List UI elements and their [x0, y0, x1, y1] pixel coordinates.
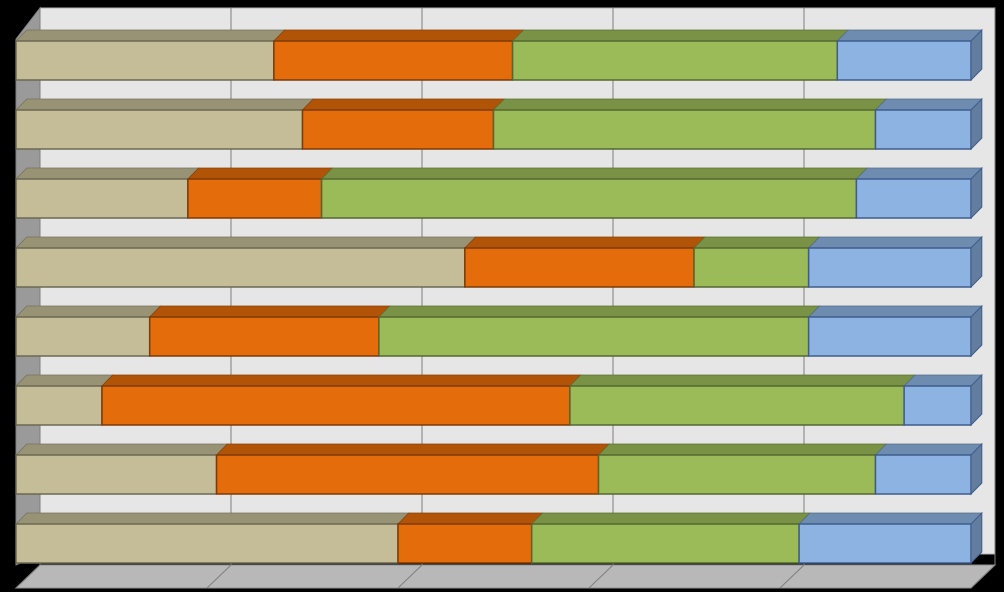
bar-top-face [15, 29, 286, 42]
bar-end-face [970, 28, 983, 82]
bar-segment [511, 40, 839, 81]
bar-segment [597, 454, 877, 495]
floor-gridline [206, 564, 232, 589]
bar-top-face [530, 512, 811, 525]
bar-segment [187, 178, 323, 219]
floor-gridline [15, 564, 41, 589]
bar-top-face [463, 236, 706, 249]
bar-top-face [15, 443, 229, 456]
bar-top-face [148, 305, 391, 318]
bar-top-face [15, 167, 200, 180]
bar-top-face [855, 167, 983, 180]
bar-top-face [215, 443, 611, 456]
floor-gridline [588, 564, 614, 589]
bar-segment [215, 454, 600, 495]
bar-top-face [100, 374, 582, 387]
bar-segment [15, 454, 218, 495]
bar-top-face [597, 443, 888, 456]
bar-top-face [492, 98, 888, 111]
bar-top-face [15, 305, 162, 318]
bar-end-face [970, 235, 983, 289]
bar-segment [903, 385, 972, 426]
bar-top-face [798, 512, 983, 525]
bar-segment [101, 385, 571, 426]
bar-top-face [15, 98, 315, 111]
bar-segment [836, 40, 972, 81]
bar-end-face [970, 442, 983, 496]
floor-gridline [779, 564, 805, 589]
bar-top-face [320, 167, 869, 180]
bar-segment [15, 385, 103, 426]
bar-segment [148, 316, 380, 357]
floor [14, 564, 997, 589]
bar-segment [798, 523, 972, 564]
bar-top-face [15, 236, 477, 249]
bar-top-face [874, 443, 983, 456]
bar-end-face [970, 304, 983, 358]
bar-segment [378, 316, 810, 357]
bar-top-face [807, 305, 983, 318]
bar-segment [874, 109, 972, 150]
bar-end-face [970, 511, 983, 565]
bar-top-face [568, 374, 916, 387]
bar-segment [15, 109, 304, 150]
bar-segment [15, 40, 275, 81]
bar-segment [569, 385, 905, 426]
bar-top-face [874, 98, 983, 111]
bar-end-face [970, 97, 983, 151]
bar-top-face [836, 29, 983, 42]
bar-segment [15, 523, 399, 564]
bar-top-face [903, 374, 983, 387]
bar-top-face [15, 374, 114, 387]
bar-segment [464, 247, 695, 288]
bar-segment [492, 109, 877, 150]
bar-segment [807, 316, 972, 357]
bar-end-face [970, 373, 983, 427]
bar-segment [273, 40, 514, 81]
bar-end-face [970, 166, 983, 220]
floor-gridline [970, 564, 996, 589]
bar-top-face [511, 29, 850, 42]
bar-segment [530, 523, 800, 564]
bar-segment [855, 178, 972, 219]
floor-gridline [397, 564, 423, 589]
bar-segment [320, 178, 858, 219]
bar-segment [15, 178, 189, 219]
bar-top-face [15, 512, 410, 525]
bar-top-face [693, 236, 821, 249]
bar-top-face [301, 98, 506, 111]
bar-top-face [377, 305, 821, 318]
bar-segment [15, 316, 151, 357]
bar-top-face [397, 512, 544, 525]
bar-top-face [807, 236, 983, 249]
bar-segment [807, 247, 972, 288]
bar-segment [693, 247, 810, 288]
bar-segment [15, 247, 466, 288]
bar-top-face [186, 167, 334, 180]
bar-segment [397, 523, 533, 564]
bar-segment [874, 454, 972, 495]
bar-segment [301, 109, 495, 150]
bar-top-face [272, 29, 525, 42]
